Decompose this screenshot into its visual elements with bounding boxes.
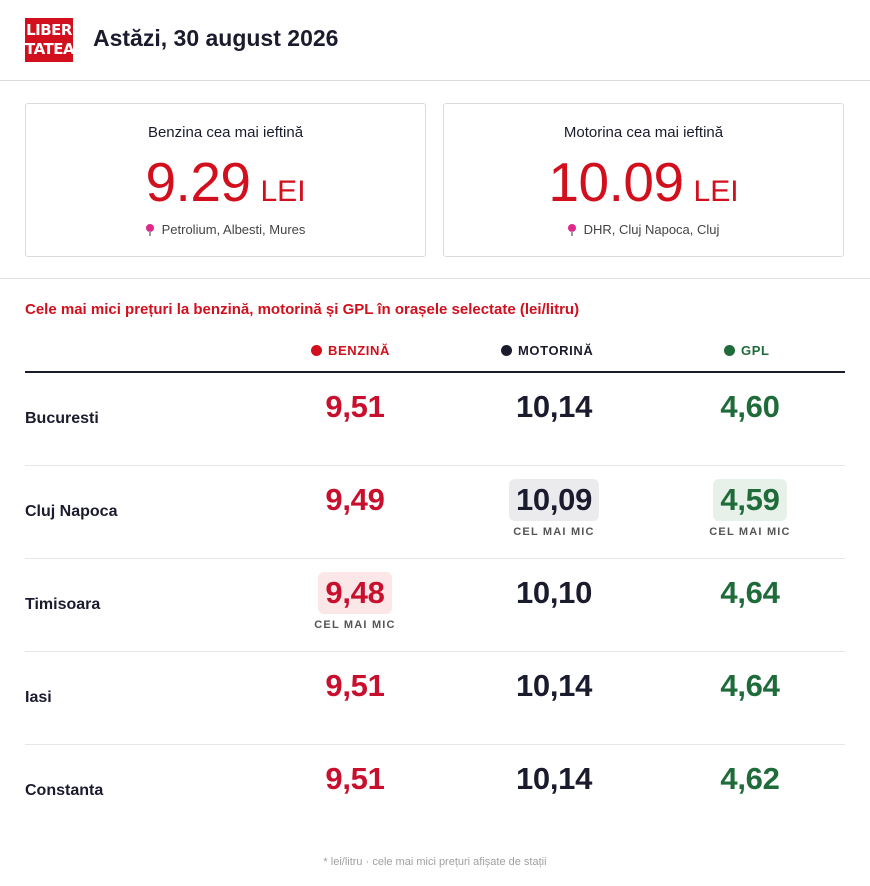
price-value: 10,14 — [515, 668, 593, 703]
city-name: Bucuresti — [25, 410, 99, 427]
price-value: 9,51 — [325, 389, 385, 424]
cheapest-motorina-card: Motorina cea mai ieftină 10.09 LEI DHR, C… — [443, 103, 844, 257]
price-value: 10.09 — [548, 151, 684, 213]
table-row: Bucuresti 9,51 10,14 4,60 — [25, 373, 845, 466]
gpl-cell: 4,59 CEL MAI MIC — [650, 479, 850, 538]
gpl-cell: 4,62 — [650, 758, 850, 800]
benzina-cell: 9,51 — [255, 665, 455, 707]
logo-line1: LIBER — [26, 21, 72, 39]
lowest-badge: CEL MAI MIC — [513, 526, 595, 538]
libertatea-logo[interactable]: LIBER TATEA — [25, 18, 75, 62]
city-name: Constanta — [25, 782, 104, 799]
motorina-cell: 10,10 — [454, 572, 654, 614]
location-pin-icon — [145, 224, 154, 236]
section-title: Cele mai mici prețuri la benzină, motori… — [25, 301, 580, 318]
price-value: 9,51 — [325, 761, 385, 796]
price-unit: LEI — [260, 175, 306, 208]
location-text: DHR, Cluj Napoca, Cluj — [583, 222, 720, 237]
motorina-cell: 10,14 — [454, 386, 654, 428]
price-value: 10,10 — [515, 575, 593, 610]
motorina-dot-icon — [501, 345, 512, 356]
card-location: Petrolium, Albesti, Mures — [26, 222, 425, 237]
logo-line2: TATEA — [25, 40, 75, 58]
column-label: MOTORINĂ — [518, 343, 594, 358]
lowest-badge: CEL MAI MIC — [314, 619, 396, 631]
gpl-dot-icon — [724, 345, 735, 356]
card-title: Benzina cea mai ieftină — [147, 124, 304, 141]
summary-section: Benzina cea mai ieftină 9.29 LEI Petroliu… — [0, 82, 870, 279]
page-title: Astăzi, 30 august 2026 — [93, 25, 339, 51]
city-name: Iasi — [25, 689, 52, 706]
table-row: Iasi 9,51 10,14 4,64 — [25, 652, 845, 745]
column-header-gpl: GPL — [724, 343, 770, 358]
motorina-cell: 10,14 — [454, 758, 654, 800]
price-value: 9.29 — [145, 151, 251, 213]
column-label: GPL — [741, 343, 770, 358]
motorina-cell: 10,14 — [454, 665, 654, 707]
motorina-cell: 10,09 CEL MAI MIC — [454, 479, 654, 538]
price-value: 4,62 — [720, 761, 780, 796]
table-row: Timisoara 9,48 CEL MAI MIC 10,10 4,64 — [25, 559, 845, 652]
card-location: DHR, Cluj Napoca, Cluj — [444, 222, 843, 237]
header-divider — [25, 371, 845, 373]
benzina-cell: 9,51 — [255, 386, 455, 428]
benzina-cell: 9,48 CEL MAI MIC — [255, 572, 455, 631]
table-row: Constanta 9,51 10,14 4,62 — [25, 745, 845, 838]
card-price: 10.09 LEI — [444, 150, 843, 214]
location-text: Petrolium, Albesti, Mures — [161, 222, 306, 237]
column-header-benzina: BENZINĂ — [311, 343, 390, 358]
column-header-motorina: MOTORINĂ — [501, 343, 593, 358]
table-row: Cluj Napoca 9,49 10,09 CEL MAI MIC 4,59 CE… — [25, 466, 845, 559]
column-label: BENZINĂ — [328, 343, 390, 358]
price-value: 10,14 — [515, 389, 593, 424]
gpl-cell: 4,60 — [650, 386, 850, 428]
city-name: Timisoara — [25, 596, 101, 613]
price-value: 4,64 — [720, 668, 780, 703]
price-value: 10,14 — [515, 761, 593, 796]
price-value: 4,60 — [720, 389, 780, 424]
card-title: Motorina cea mai ieftină — [563, 124, 724, 141]
cheapest-benzina-card: Benzina cea mai ieftină 9.29 LEI Petroliu… — [25, 103, 426, 257]
benzina-cell: 9,49 — [255, 479, 455, 521]
card-price: 9.29 LEI — [26, 150, 425, 214]
benzina-cell: 9,51 — [255, 758, 455, 800]
footnote: * lei/litru · cele mai mici prețuri afiș… — [323, 856, 547, 868]
price-value: 10,09 — [508, 479, 600, 521]
price-value: 9,48 — [318, 572, 392, 614]
city-name: Cluj Napoca — [25, 503, 118, 520]
price-value: 4,64 — [720, 575, 780, 610]
price-value: 9,51 — [325, 668, 385, 703]
page-header: LIBER TATEA Astăzi, 30 august 2026 — [0, 0, 870, 81]
benzina-dot-icon — [311, 345, 322, 356]
price-value: 9,49 — [325, 482, 385, 517]
gpl-cell: 4,64 — [650, 572, 850, 614]
price-value: 4,59 — [713, 479, 787, 521]
gpl-cell: 4,64 — [650, 665, 850, 707]
price-unit: LEI — [693, 175, 739, 208]
location-pin-icon — [567, 224, 576, 236]
lowest-badge: CEL MAI MIC — [709, 526, 791, 538]
